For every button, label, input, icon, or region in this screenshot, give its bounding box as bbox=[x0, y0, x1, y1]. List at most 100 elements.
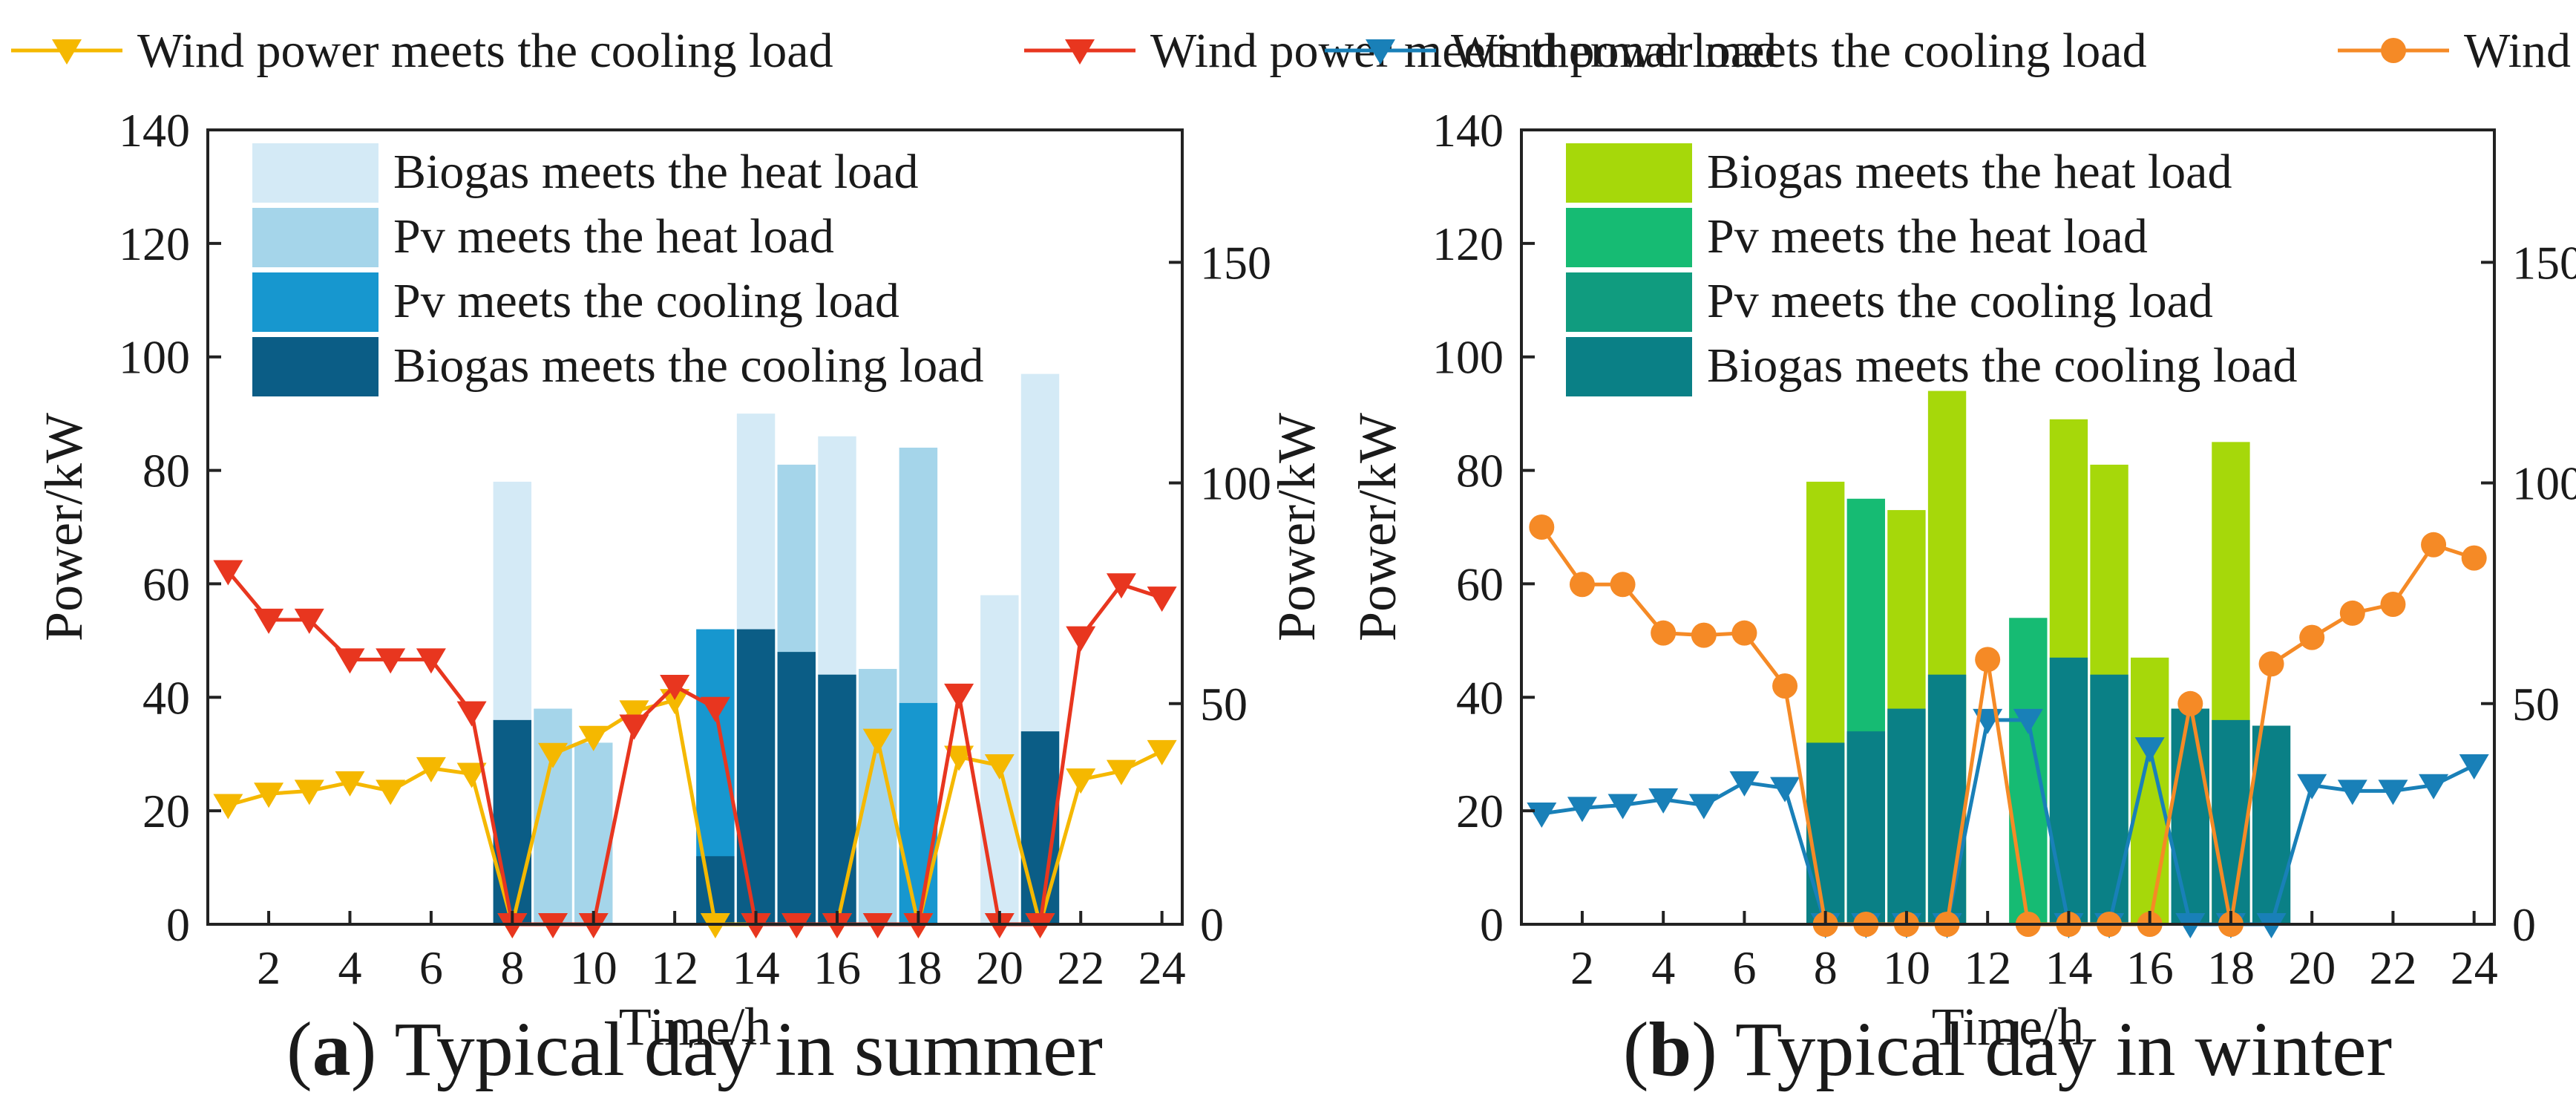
legend-swatch bbox=[252, 143, 378, 203]
series-1-point-22 bbox=[1066, 626, 1096, 652]
plot-frame bbox=[206, 128, 1184, 926]
series-0-point-3 bbox=[294, 780, 324, 805]
bar-1-h13 bbox=[2009, 618, 2048, 924]
y-tick-label: 0 bbox=[166, 898, 190, 951]
y2-tick-label: 150 bbox=[2512, 236, 2576, 289]
series-1-point-4 bbox=[1651, 620, 1677, 646]
series-1-point-4 bbox=[335, 648, 365, 674]
series-0-point-7 bbox=[456, 762, 487, 788]
x-tick-label: 24 bbox=[2451, 941, 2498, 994]
x-tick-label: 10 bbox=[570, 941, 617, 994]
series-0-point-22 bbox=[1066, 768, 1096, 794]
bar-3-h16 bbox=[818, 674, 856, 924]
y2-tick-label: 0 bbox=[2512, 898, 2536, 951]
series-1-point-7 bbox=[456, 701, 487, 727]
series-0-point-11 bbox=[619, 700, 649, 726]
bar-0-h16 bbox=[2131, 657, 2169, 924]
legend-swatch bbox=[1566, 208, 1692, 267]
bar-3-h18 bbox=[2212, 719, 2250, 924]
chart-summer: 2 4 6 8 10 12 14 16 18 20 22 2402040608010012014005… bbox=[11, 24, 1777, 1092]
series-0-point-2 bbox=[254, 782, 284, 808]
y-tick-label: 80 bbox=[1456, 445, 1504, 497]
x-tick-label: 20 bbox=[2288, 941, 2336, 994]
x-tick-label: 22 bbox=[2369, 941, 2416, 994]
caption-letter: b bbox=[1648, 1007, 1691, 1092]
series-1-point-24 bbox=[2461, 545, 2487, 571]
x-tick-label: 8 bbox=[1814, 941, 1838, 994]
series-0-point-16 bbox=[2134, 737, 2165, 763]
bar-3-h11 bbox=[1927, 674, 1967, 924]
series-0-point-2 bbox=[1567, 797, 1597, 823]
x-tick-label: 12 bbox=[1964, 941, 2011, 994]
y-tick-label: 120 bbox=[119, 218, 190, 270]
y-tick-label: 100 bbox=[119, 331, 190, 384]
y2-tick-label: 50 bbox=[2512, 678, 2560, 731]
x-tick-label: 8 bbox=[500, 941, 524, 994]
series-1-point-5 bbox=[1691, 622, 1717, 648]
series-0-point-19 bbox=[944, 745, 974, 771]
y-axis-title: Power/kW bbox=[34, 413, 94, 641]
series-1-point-11 bbox=[619, 714, 649, 740]
x-axis-title: Time/h bbox=[619, 997, 771, 1056]
legend-label: Biogas meets the heat load bbox=[393, 145, 918, 199]
series-1-point-24 bbox=[1147, 586, 1177, 612]
series-1-point-1 bbox=[213, 560, 243, 586]
bar-3-h15 bbox=[777, 652, 816, 924]
x-tick-label: 22 bbox=[1057, 941, 1104, 994]
legend-marker bbox=[1065, 39, 1095, 65]
legend-label: Biogas meets the cooling load bbox=[393, 339, 984, 393]
series-1-point-6 bbox=[1731, 620, 1757, 646]
series-0-point-23 bbox=[1106, 759, 1136, 785]
series-0-point-22 bbox=[2378, 780, 2408, 805]
y-tick-label: 80 bbox=[142, 445, 190, 497]
y-tick-label: 20 bbox=[1456, 785, 1504, 837]
series-0-point-6 bbox=[1729, 771, 1760, 797]
y-tick-label: 40 bbox=[142, 671, 190, 724]
series-0-point-3 bbox=[1607, 794, 1638, 820]
series-0-point-6 bbox=[416, 756, 446, 782]
series-0-point-17 bbox=[862, 728, 893, 754]
series-1-point-19 bbox=[2258, 651, 2284, 677]
series-0-point-7 bbox=[1770, 777, 1800, 803]
bars bbox=[493, 373, 1060, 925]
series-1-point-1 bbox=[1529, 514, 1555, 540]
x-tick-label: 20 bbox=[976, 941, 1023, 994]
legend-label: Biogas meets the cooling load bbox=[1707, 339, 2298, 393]
legend-swatch bbox=[252, 208, 378, 267]
legend-swatch bbox=[1566, 337, 1692, 396]
bar-2-h18 bbox=[899, 702, 938, 924]
y2-tick-label: 0 bbox=[1200, 898, 1224, 951]
series-1-point-22 bbox=[2380, 592, 2406, 618]
bars bbox=[1806, 390, 2291, 924]
series-1-point-19 bbox=[944, 683, 974, 709]
figure-caption: (a) Typical day in summer bbox=[286, 1007, 1103, 1092]
legend-label: Pv meets the heat load bbox=[1707, 209, 2148, 264]
legend-label: Wind power meets thermal load bbox=[2464, 24, 2576, 78]
y-tick-label: 100 bbox=[1432, 331, 1504, 384]
x-tick-label: 24 bbox=[1138, 941, 1186, 994]
series-0-point-5 bbox=[1688, 794, 1719, 820]
series-1-point-12 bbox=[660, 675, 690, 700]
legend-label: Wind power meets the cooling load bbox=[137, 24, 833, 78]
y-tick-label: 40 bbox=[1456, 671, 1504, 724]
y-tick-label: 0 bbox=[1480, 898, 1504, 951]
legend-label: Biogas meets the heat load bbox=[1707, 145, 2232, 199]
figure-caption: (b) Typical day in winter bbox=[1623, 1007, 2392, 1092]
legend-swatch bbox=[252, 337, 378, 396]
y2-tick-label: 100 bbox=[1200, 457, 1271, 510]
series-1-point-12 bbox=[1975, 647, 2001, 673]
y-tick-label: 20 bbox=[142, 785, 190, 837]
y-tick-label: 140 bbox=[1432, 104, 1504, 157]
series-0-point-5 bbox=[376, 780, 406, 805]
x-tick-label: 4 bbox=[1651, 941, 1675, 994]
legend-marker bbox=[2381, 38, 2406, 63]
x-tick-label: 12 bbox=[651, 941, 698, 994]
x-tick-label: 10 bbox=[1883, 941, 1930, 994]
series-1-point-6 bbox=[416, 648, 446, 674]
bar-3-h9 bbox=[1846, 731, 1885, 924]
line-legend: Wind power meets the cooling load Wind po… bbox=[1325, 24, 2576, 78]
bar-3-h14 bbox=[2049, 657, 2088, 924]
series-1-point-7 bbox=[1772, 673, 1798, 699]
x-tick-label: 6 bbox=[419, 941, 443, 994]
bar-legend: Biogas meets the heat load Pv meets the h… bbox=[252, 143, 984, 396]
